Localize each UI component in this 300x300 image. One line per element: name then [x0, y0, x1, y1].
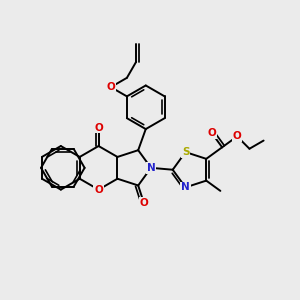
- Text: S: S: [182, 147, 189, 157]
- Text: N: N: [147, 163, 155, 173]
- Text: O: O: [94, 184, 103, 195]
- Text: O: O: [140, 198, 148, 208]
- Text: O: O: [94, 122, 103, 133]
- Text: N: N: [181, 182, 190, 192]
- Text: O: O: [233, 131, 242, 141]
- Text: O: O: [106, 82, 115, 92]
- Text: O: O: [208, 128, 216, 138]
